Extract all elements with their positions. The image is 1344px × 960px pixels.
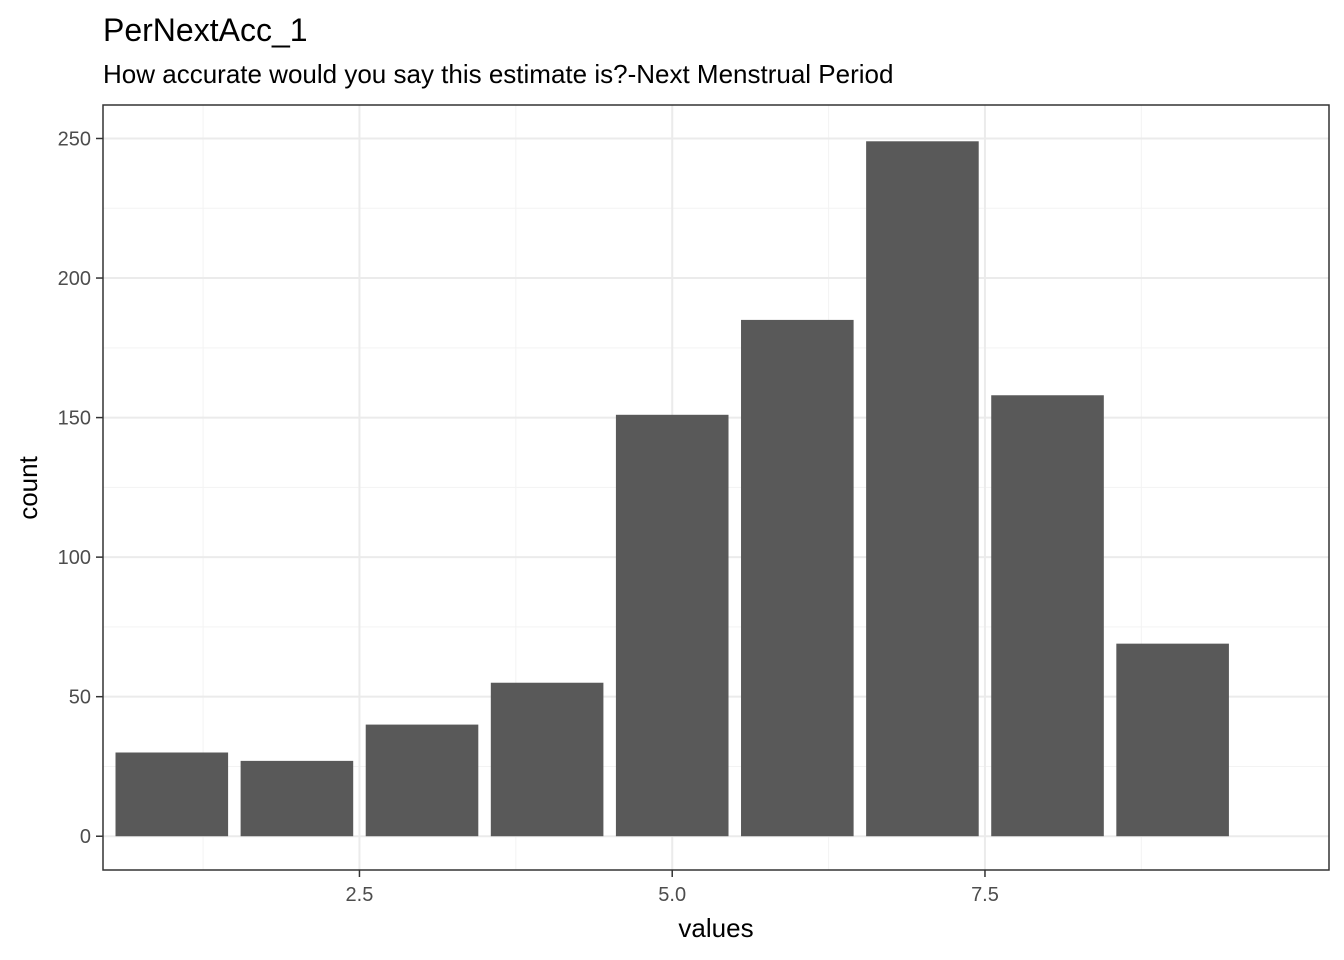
y-tick-label: 200 xyxy=(58,268,91,290)
bar-2 xyxy=(240,760,354,837)
x-tick-label: 7.5 xyxy=(971,884,999,906)
bar-5 xyxy=(615,414,729,837)
y-axis-ticks: 0 50 100 150 200 250 xyxy=(58,128,103,848)
bar-6 xyxy=(741,319,854,837)
bar-1 xyxy=(115,752,229,837)
y-tick-label: 50 xyxy=(69,687,91,709)
bars xyxy=(115,141,1229,837)
y-tick-label: 100 xyxy=(58,547,91,569)
y-tick-label: 0 xyxy=(80,826,91,848)
x-axis-ticks: 2.5 5.0 7.5 xyxy=(346,870,999,906)
bar-4 xyxy=(490,682,604,837)
chart-subtitle: How accurate would you say this estimate… xyxy=(103,59,893,89)
chart-title: PerNextAcc_1 xyxy=(103,12,308,48)
y-tick-label: 150 xyxy=(58,408,91,430)
panel-border xyxy=(102,104,1330,871)
y-tick-label: 250 xyxy=(58,128,91,150)
bar-3 xyxy=(365,724,479,837)
x-tick-label: 2.5 xyxy=(346,884,374,906)
bar-7 xyxy=(866,141,979,837)
y-axis-title: count xyxy=(13,455,43,519)
x-tick-label: 5.0 xyxy=(658,884,686,906)
x-axis-title: values xyxy=(678,913,753,943)
bar-8 xyxy=(991,395,1104,837)
bar-9 xyxy=(1116,643,1229,837)
